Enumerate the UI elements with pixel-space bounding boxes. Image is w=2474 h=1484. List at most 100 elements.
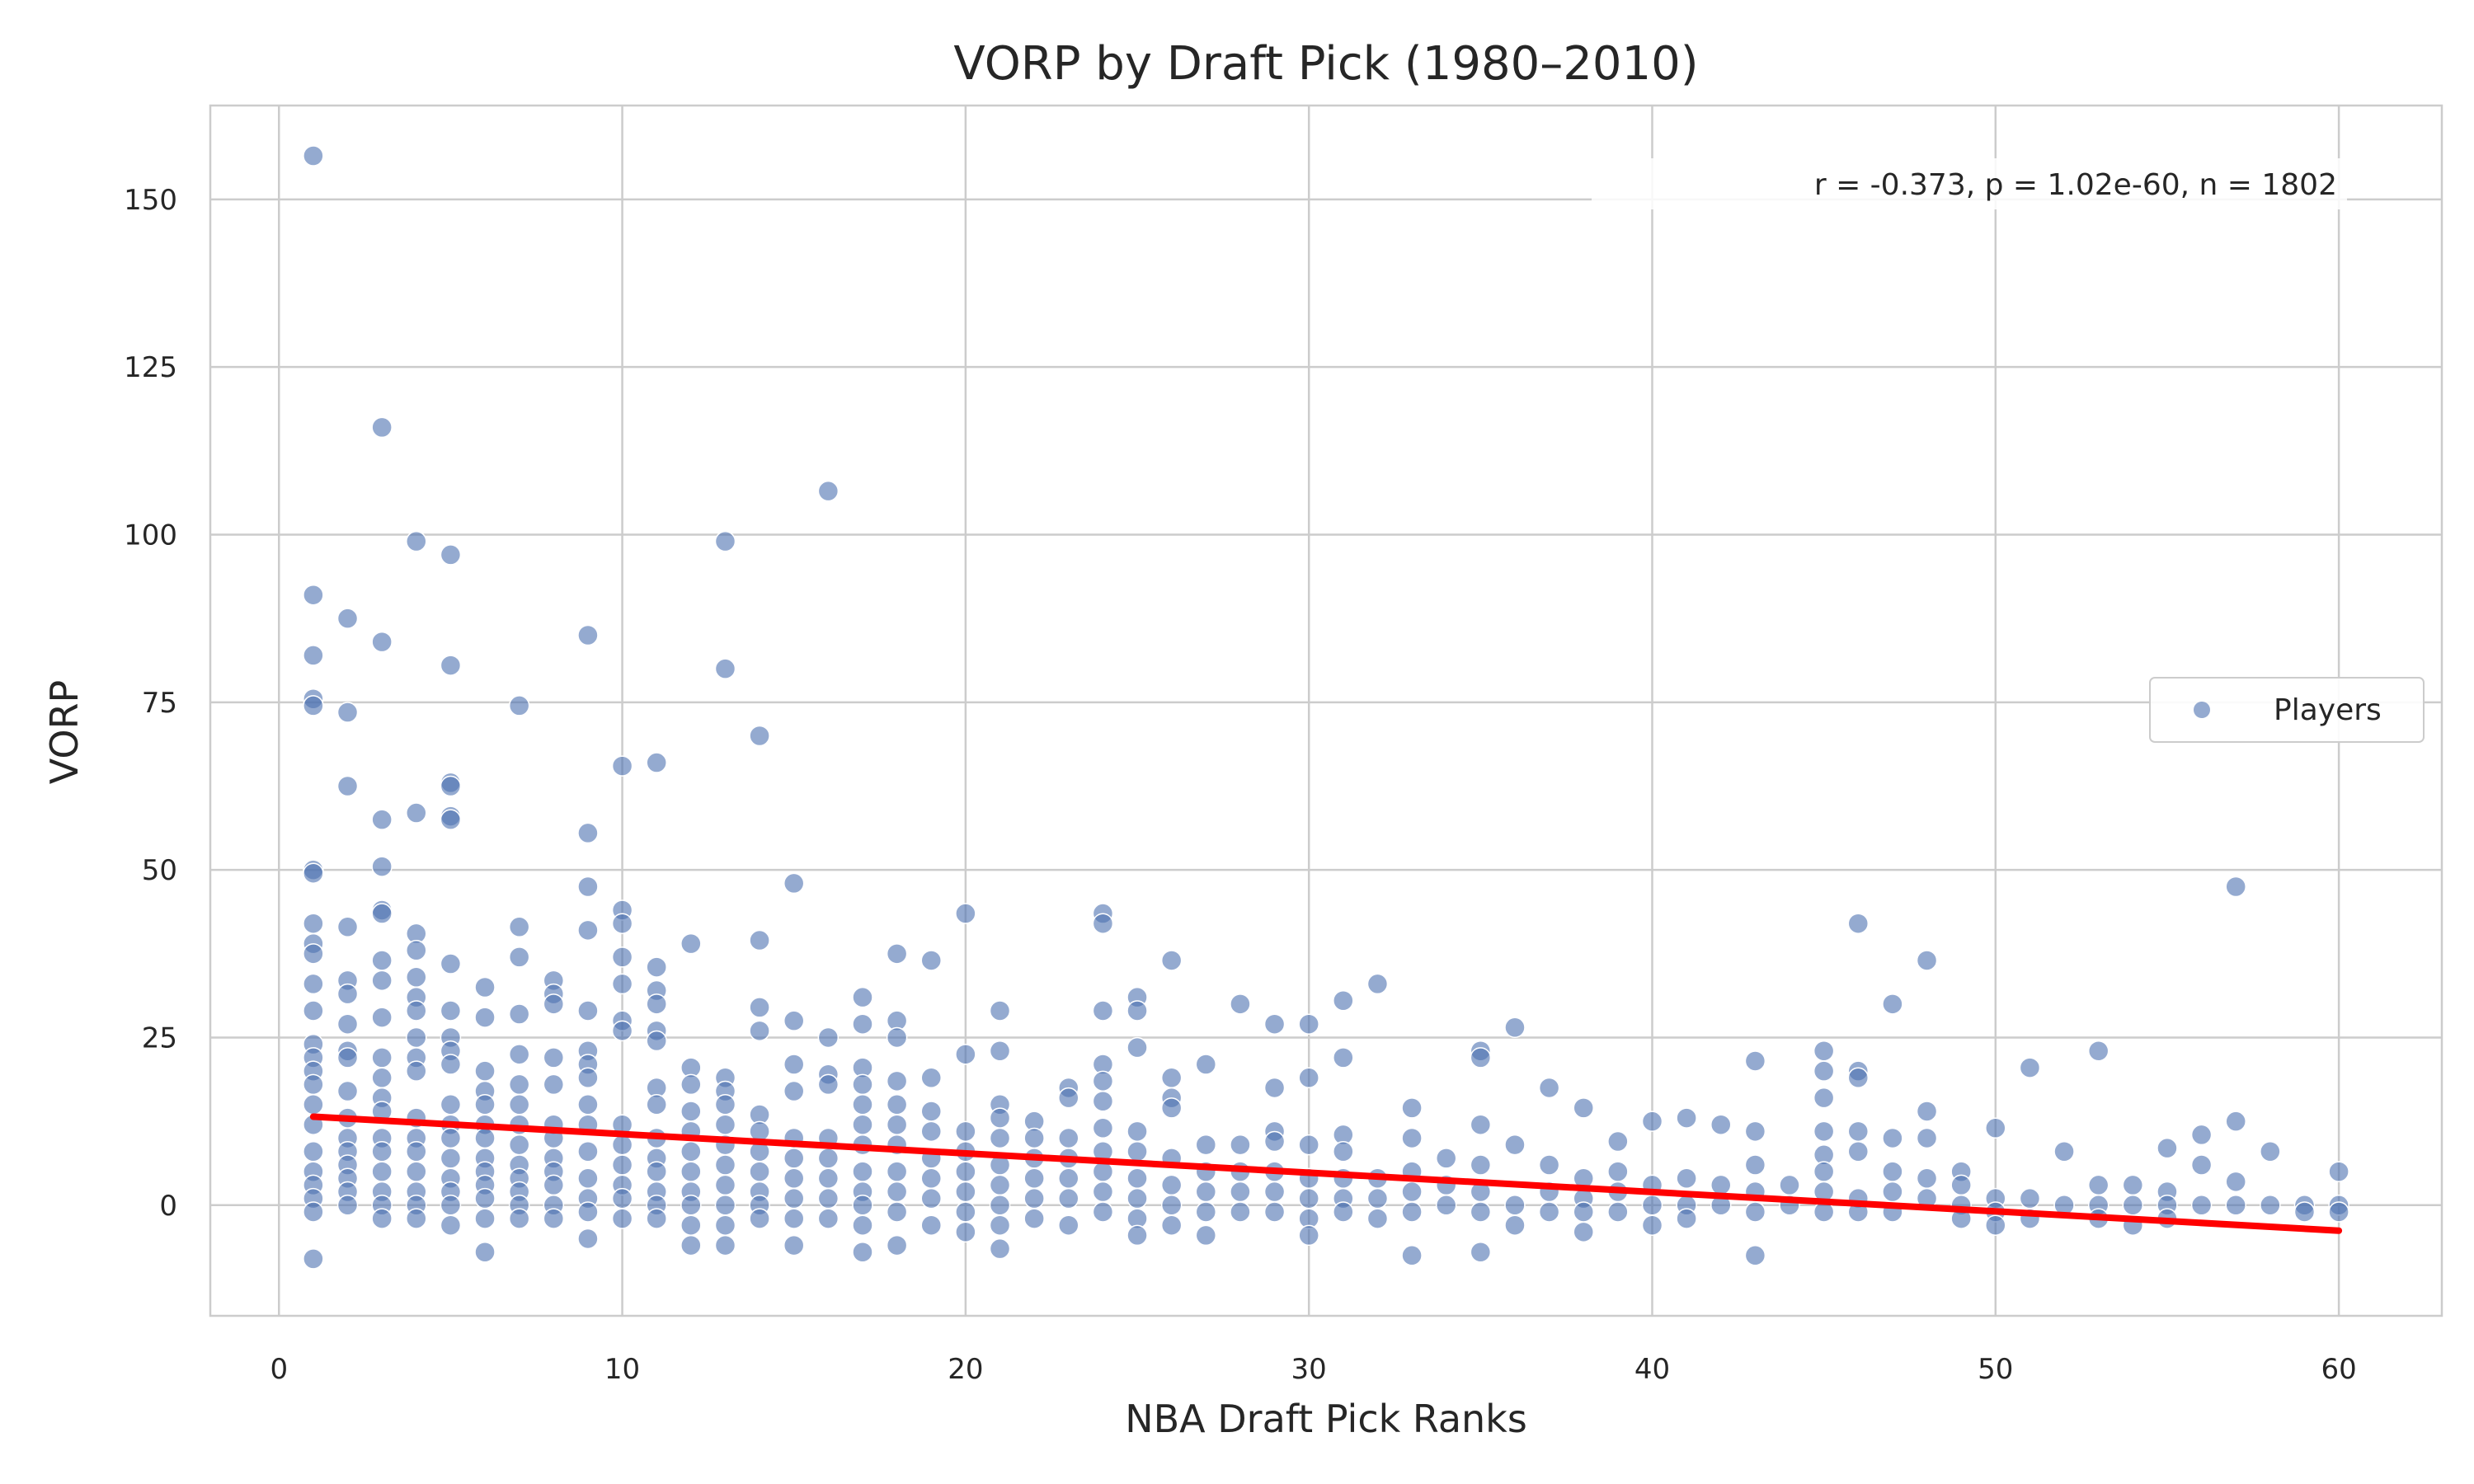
data-point xyxy=(680,1161,702,1182)
data-point xyxy=(1435,1195,1457,1216)
data-point xyxy=(989,1237,1011,1260)
data-point xyxy=(783,1148,805,1169)
data-point xyxy=(2260,1195,2281,1216)
data-point xyxy=(474,1007,496,1028)
data-point xyxy=(577,1167,599,1190)
data-point xyxy=(1401,1127,1423,1149)
data-point xyxy=(1676,1208,1697,1229)
data-point xyxy=(1298,1067,1319,1089)
data-point xyxy=(303,584,324,606)
data-point xyxy=(886,943,908,965)
data-point xyxy=(1195,1054,1217,1075)
data-point xyxy=(1058,1187,1079,1209)
data-point xyxy=(1298,1134,1319,1156)
data-point xyxy=(543,1208,565,1229)
data-point xyxy=(1882,1127,1903,1149)
data-point xyxy=(955,903,976,924)
data-point xyxy=(1195,1201,1217,1223)
data-point xyxy=(646,752,667,773)
data-point xyxy=(1847,1140,1870,1162)
data-point xyxy=(1607,1161,1629,1182)
data-point xyxy=(336,1195,359,1216)
data-point xyxy=(852,1195,873,1216)
data-point xyxy=(611,973,633,995)
data-point xyxy=(303,1073,324,1096)
data-point xyxy=(1744,1050,1766,1072)
data-point xyxy=(1538,1154,1560,1176)
data-point xyxy=(646,1030,667,1052)
data-point xyxy=(1023,1167,1045,1190)
y-tick-label: 0 xyxy=(159,1190,177,1223)
data-point xyxy=(1882,1161,1903,1182)
data-point xyxy=(2019,1057,2041,1078)
data-point xyxy=(920,1167,942,1190)
data-point xyxy=(508,1073,530,1096)
data-point xyxy=(1366,1187,1389,1209)
data-point xyxy=(1744,1201,1766,1223)
data-point xyxy=(474,1208,496,1229)
y-tick-label: 50 xyxy=(142,854,177,887)
data-point xyxy=(989,1040,1011,1062)
data-point xyxy=(1263,1077,1286,1099)
data-point xyxy=(2225,1171,2246,1193)
data-point xyxy=(2225,1111,2246,1132)
data-point xyxy=(611,913,633,934)
data-point xyxy=(1160,1214,1183,1236)
data-point xyxy=(989,1107,1011,1129)
data-point xyxy=(1230,993,1251,1015)
data-point xyxy=(611,755,633,777)
x-tick-label: 20 xyxy=(948,1353,983,1386)
data-point xyxy=(920,1067,942,1089)
data-point xyxy=(371,1047,393,1068)
data-point xyxy=(1607,1130,1629,1153)
data-point xyxy=(611,1208,633,1229)
data-point xyxy=(1847,1120,1870,1143)
data-point xyxy=(852,1161,873,1182)
data-point xyxy=(1470,1114,1492,1135)
data-point xyxy=(1882,993,1903,1015)
data-point xyxy=(508,1094,530,1115)
data-point xyxy=(440,655,462,676)
data-point xyxy=(2293,1201,2316,1223)
data-point xyxy=(1813,1040,1835,1062)
data-point xyxy=(1950,1174,1972,1196)
data-point xyxy=(886,1161,908,1182)
data-point xyxy=(920,1120,942,1143)
data-point xyxy=(852,1214,873,1236)
data-point xyxy=(440,953,462,974)
trend-line-group xyxy=(309,1113,2343,1234)
data-point xyxy=(611,1187,633,1209)
data-point xyxy=(1263,1181,1286,1203)
data-point xyxy=(886,1026,908,1049)
data-point xyxy=(817,1187,840,1209)
data-point xyxy=(680,932,702,955)
x-tick-label: 40 xyxy=(1634,1353,1670,1386)
y-tick-label: 150 xyxy=(124,184,177,217)
data-point xyxy=(1126,1120,1148,1143)
data-point xyxy=(1092,1117,1114,1139)
data-point xyxy=(2225,1195,2246,1216)
data-point xyxy=(1470,1201,1492,1223)
data-point xyxy=(1401,1245,1423,1266)
data-point xyxy=(1058,1127,1079,1149)
data-point xyxy=(508,946,530,968)
data-point xyxy=(1058,1214,1079,1236)
data-point xyxy=(440,1000,462,1021)
data-point xyxy=(955,1221,976,1243)
data-point xyxy=(646,993,667,1015)
data-point xyxy=(1126,1036,1148,1059)
data-point xyxy=(577,919,599,942)
data-point xyxy=(474,976,496,998)
data-point xyxy=(303,645,324,666)
data-point xyxy=(714,1214,736,1236)
data-point xyxy=(577,822,599,844)
data-point xyxy=(440,1127,462,1149)
data-point xyxy=(749,1161,770,1182)
data-point xyxy=(817,1073,840,1096)
data-point xyxy=(336,983,359,1005)
data-point xyxy=(646,1094,667,1115)
data-point xyxy=(1160,1174,1183,1196)
data-point xyxy=(646,956,667,978)
